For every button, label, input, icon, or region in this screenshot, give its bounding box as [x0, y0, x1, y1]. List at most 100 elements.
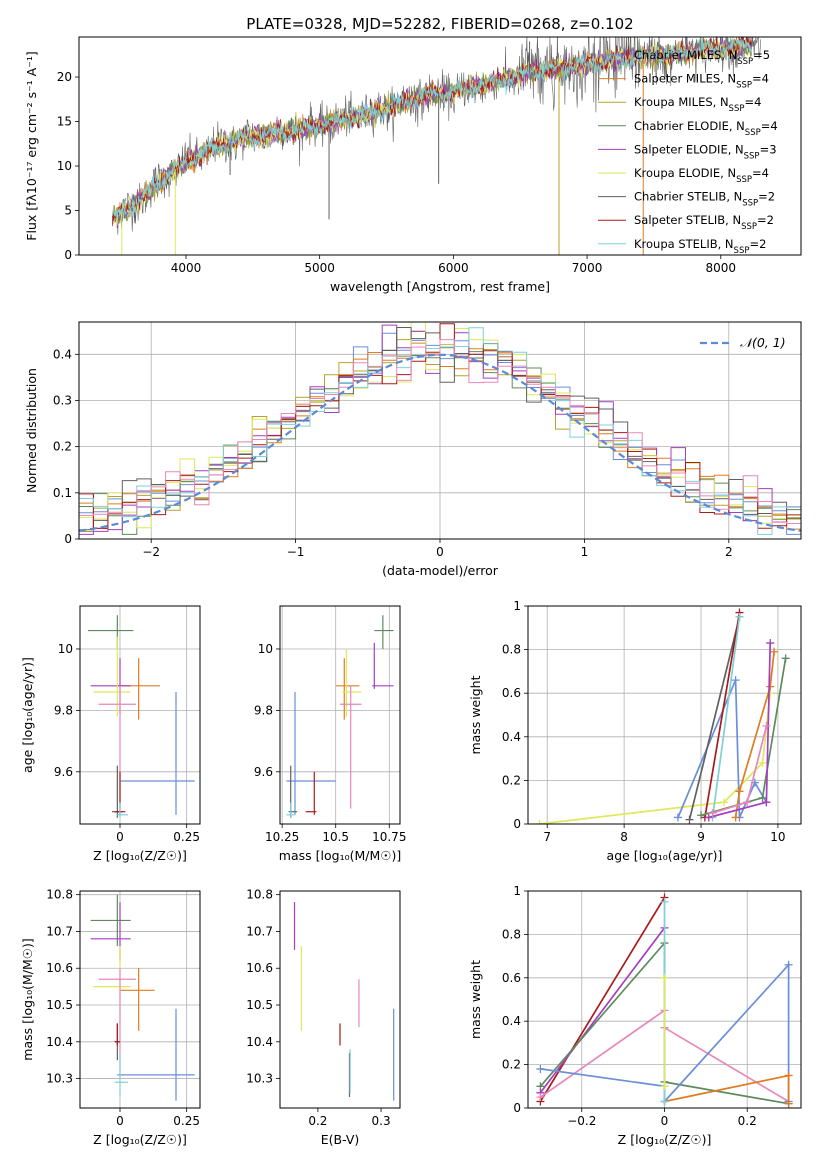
weight-marker — [784, 1071, 793, 1080]
x-axis-label: Z [log₁₀(Z/Z☉)] — [93, 848, 187, 863]
weight-marker — [735, 612, 744, 621]
y-tick-label: 0.8 — [502, 927, 521, 941]
x-axis-label: age [log₁₀(age/yr)] — [607, 848, 723, 863]
x-tick-label: 10.25 — [265, 830, 299, 844]
y-tick-label: 10.8 — [246, 888, 273, 902]
weight-marker — [762, 798, 771, 807]
weight-marker — [762, 721, 771, 730]
x-tick-label: −2 — [142, 545, 160, 559]
x-tick-label: 0 — [436, 545, 444, 559]
y-tick-label: 15 — [57, 115, 72, 129]
weight-line — [711, 616, 741, 818]
y-tick-label: 9.6 — [54, 765, 73, 779]
x-tick-label: 0.25 — [173, 830, 200, 844]
x-tick-label: 2 — [725, 545, 733, 559]
x-tick-label: 0 — [116, 830, 124, 844]
y-tick-label: 20 — [57, 70, 72, 84]
y-tick-label: 10.4 — [46, 1035, 73, 1049]
residuals-panel: 𝒩(0, 1) −2 −1 0 1 2 0 0.1 0.2 0.3 0.4 (data-model)/… — [24, 321, 802, 578]
y-tick-label: 10 — [258, 642, 273, 656]
axes-frame — [527, 605, 802, 825]
x-tick-label: 8000 — [706, 261, 737, 275]
y-tick-label: 10.5 — [246, 998, 273, 1012]
weight-marker — [536, 1093, 545, 1102]
weight-marker — [743, 798, 752, 807]
x-axis-label: wavelength [Angstrom, rest frame] — [330, 279, 550, 294]
spectrum-panel: Chabrier MILES, NSSP=5 Salpeter MILES, NS… — [24, 36, 802, 294]
y-tick-label: 9.8 — [254, 703, 273, 717]
weight-marker — [697, 811, 706, 820]
weight-marker — [766, 682, 775, 691]
weight-marker — [731, 813, 740, 822]
weight-marker — [708, 809, 717, 818]
y-tick-label: 5 — [64, 204, 72, 218]
x-tick-label: 0.2 — [738, 1114, 757, 1128]
x-tick-label: 7 — [543, 830, 551, 844]
x-axis-label: Z [log₁₀(Z/Z☉)] — [93, 1132, 187, 1147]
legend-label: Salpeter MILES, NSSP=4 — [634, 72, 769, 91]
spectrum-plot-area — [112, 37, 761, 255]
x-tick-label: 1 — [581, 545, 589, 559]
x-axis-label: Z [log₁₀(Z/Z☉)] — [618, 1132, 712, 1147]
mass-vs-Z-panel: 0 0.25 10.3 10.4 10.5 10.6 10.7 10.8 Z [log₁₀(Z/… — [20, 888, 201, 1147]
weight-marker — [758, 758, 767, 767]
weight-marker — [758, 793, 767, 802]
weight-vs-age-panel: 7 8 9 10 0 0.2 0.4 0.6 0.8 1 age [log₁₀(age/yr)] ma… — [468, 599, 802, 863]
weight-vs-Z-plot-area — [536, 893, 793, 1108]
x-tick-label: 10.75 — [372, 830, 406, 844]
weight-marker — [535, 820, 544, 824]
x-tick-label: 10 — [770, 830, 785, 844]
legend-label: Salpeter STELIB, NSSP=2 — [634, 213, 774, 232]
y-tick-label: 9.8 — [54, 703, 73, 717]
y-tick-label: 0 — [64, 532, 72, 546]
y-tick-label: 10.8 — [46, 888, 73, 902]
y-tick-label: 10.5 — [46, 998, 73, 1012]
x-tick-label: 5000 — [304, 261, 335, 275]
x-tick-label: 0 — [661, 1114, 669, 1128]
residual-histogram — [79, 327, 801, 531]
y-tick-label: 10.6 — [246, 961, 273, 975]
weight-line — [539, 693, 772, 824]
y-axis-label: mass weight — [468, 675, 483, 754]
x-tick-label: 6000 — [438, 261, 469, 275]
residual-histogram — [79, 323, 801, 529]
weight-marker — [781, 654, 790, 663]
y-tick-label: 10.3 — [46, 1072, 73, 1086]
weight-marker — [660, 973, 669, 982]
weight-marker — [673, 813, 682, 822]
weight-marker — [731, 676, 740, 685]
age-vs-Z-plot-area — [88, 615, 195, 818]
weight-marker — [660, 897, 669, 906]
x-tick-label: 8 — [620, 830, 628, 844]
axes-frame — [79, 605, 201, 825]
age-vs-mass-plot-area — [286, 615, 394, 818]
y-tick-label: 10.4 — [246, 1035, 273, 1049]
weight-marker — [660, 1082, 669, 1091]
y-tick-label: 1 — [513, 884, 521, 898]
y-tick-label: 0.4 — [53, 347, 72, 361]
weight-line — [688, 616, 741, 820]
normal-curve — [79, 353, 801, 532]
weight-marker — [720, 798, 729, 807]
y-axis-label: Flux [fλ10⁻¹⁷ erg cm⁻² s⁻¹ A⁻¹] — [24, 51, 39, 240]
weight-vs-Z-panel: −0.2 0 0.2 0 0.2 0.4 0.6 0.8 1 Z [log₁₀(Z/Z☉)] mas… — [468, 884, 802, 1147]
y-axis-label: mass weight — [468, 960, 483, 1039]
y-tick-label: 0.8 — [502, 643, 521, 657]
legend-label: Chabrier STELIB, NSSP=2 — [634, 190, 775, 209]
legend: Chabrier MILES, NSSP=5 Salpeter MILES, NS… — [598, 48, 778, 256]
x-tick-label: −1 — [287, 545, 305, 559]
weight-marker — [766, 639, 775, 648]
x-tick-label: 0 — [116, 1114, 124, 1128]
weight-marker — [685, 815, 694, 824]
weight-line — [539, 927, 666, 1094]
weight-line — [539, 897, 666, 1102]
y-tick-label: 0.2 — [502, 1058, 521, 1072]
weight-vs-age-plot-area — [535, 608, 790, 824]
y-tick-label: 10 — [58, 642, 73, 656]
mass-vs-ebv-panel: 0.2 0.3 10.3 10.4 10.5 10.6 10.7 10.8 E(B-V) — [246, 888, 401, 1147]
mass-vs-ebv-plot-area — [293, 902, 395, 1101]
y-tick-label: 0.2 — [502, 773, 521, 787]
x-tick-label: 0.25 — [173, 1114, 200, 1128]
legend-label: Chabrier MILES, NSSP=5 — [634, 48, 770, 67]
